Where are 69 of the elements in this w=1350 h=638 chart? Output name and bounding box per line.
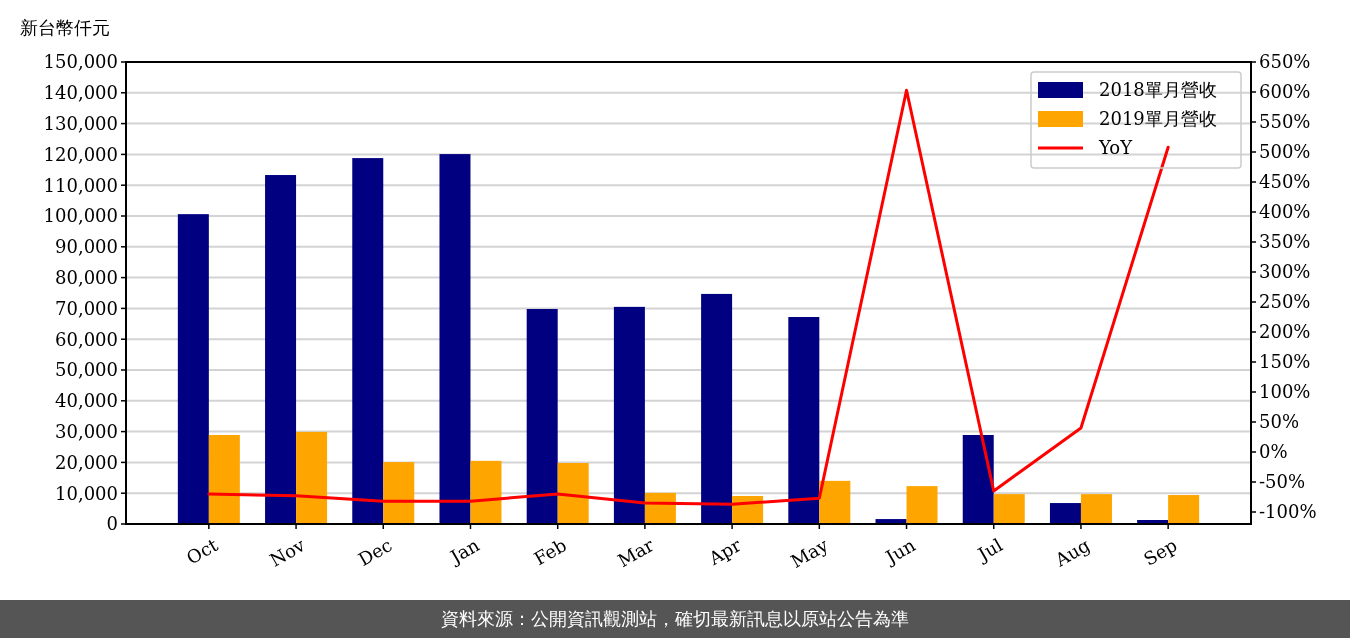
bar: [439, 154, 471, 524]
x-tick-label: Jan: [444, 533, 484, 569]
bar: [470, 460, 502, 524]
y2-tick-label: 100%: [1259, 381, 1311, 403]
y-tick-label: 130,000: [43, 112, 118, 134]
bar: [1080, 494, 1112, 524]
x-tick-label: Mar: [613, 534, 658, 572]
y2-tick-label: 0%: [1259, 441, 1288, 463]
bar: [819, 480, 851, 524]
legend-label: 2019單月營收: [1099, 108, 1217, 130]
x-tick-label: Jul: [972, 534, 1007, 566]
bar: [993, 494, 1025, 524]
legend-label: YoY: [1098, 137, 1134, 159]
bar: [557, 463, 589, 524]
x-tick-label: Nov: [266, 533, 310, 571]
y-tick-label: 120,000: [43, 143, 118, 165]
bar: [962, 434, 994, 524]
y-axis-title: 新台幣仟元: [20, 17, 110, 38]
x-tick-label: May: [787, 533, 833, 573]
bar: [296, 431, 328, 524]
y-tick-label: 80,000: [55, 266, 118, 288]
bar: [208, 434, 240, 524]
legend-label: 2018單月營收: [1099, 79, 1217, 101]
y2-tick-label: 400%: [1259, 201, 1311, 223]
bar: [265, 175, 297, 524]
x-tick-label: Feb: [530, 534, 570, 570]
y2-tick-label: 300%: [1259, 261, 1311, 283]
x-tick-label: Jun: [880, 533, 920, 569]
bar: [701, 293, 733, 524]
y-tick-label: 60,000: [55, 328, 118, 350]
bar: [788, 317, 820, 524]
bar: [383, 462, 415, 524]
x-tick-label: Sep: [1140, 534, 1181, 570]
y-tick-label: 70,000: [55, 297, 118, 319]
y-tick-label: 90,000: [55, 236, 118, 258]
y-tick-label: 20,000: [55, 451, 118, 473]
y-tick-label: 140,000: [43, 82, 118, 104]
y2-tick-label: 600%: [1259, 81, 1311, 103]
y2-tick-label: 650%: [1259, 51, 1311, 73]
y2-tick-label: 200%: [1259, 321, 1311, 343]
x-tick-label: Dec: [354, 534, 396, 570]
y-tick-label: 0: [106, 513, 118, 535]
x-tick-label: Oct: [182, 533, 222, 569]
y2-tick-label: 500%: [1259, 141, 1311, 163]
y-tick-label: 150,000: [43, 51, 118, 73]
y-tick-label: 40,000: [55, 390, 118, 412]
y2-tick-label: 250%: [1259, 291, 1311, 313]
y2-tick-label: 350%: [1259, 231, 1311, 253]
y-tick-label: 30,000: [55, 420, 118, 442]
y2-tick-label: 50%: [1259, 411, 1300, 433]
y2-tick-label: 450%: [1259, 171, 1311, 193]
y2-tick-label: 150%: [1259, 351, 1311, 373]
y-tick-label: 10,000: [55, 482, 118, 504]
bar: [526, 309, 558, 524]
bar: [1049, 503, 1081, 524]
x-tick-label: Apr: [704, 534, 745, 570]
y2-tick-label: -100%: [1259, 501, 1317, 523]
y2-tick-label: -50%: [1259, 471, 1306, 493]
source-note: 資料來源：公開資訊觀測站，確切最新訊息以原站公告為準: [441, 608, 909, 630]
bar: [352, 158, 384, 524]
y-tick-label: 50,000: [55, 359, 118, 381]
bar: [177, 214, 209, 524]
bar: [906, 486, 938, 524]
y-tick-label: 110,000: [43, 174, 118, 196]
y2-tick-label: 550%: [1259, 111, 1311, 133]
bar: [1168, 495, 1200, 524]
bar: [613, 306, 645, 524]
x-tick-label: Aug: [1050, 534, 1094, 571]
y-tick-label: 100,000: [43, 205, 118, 227]
